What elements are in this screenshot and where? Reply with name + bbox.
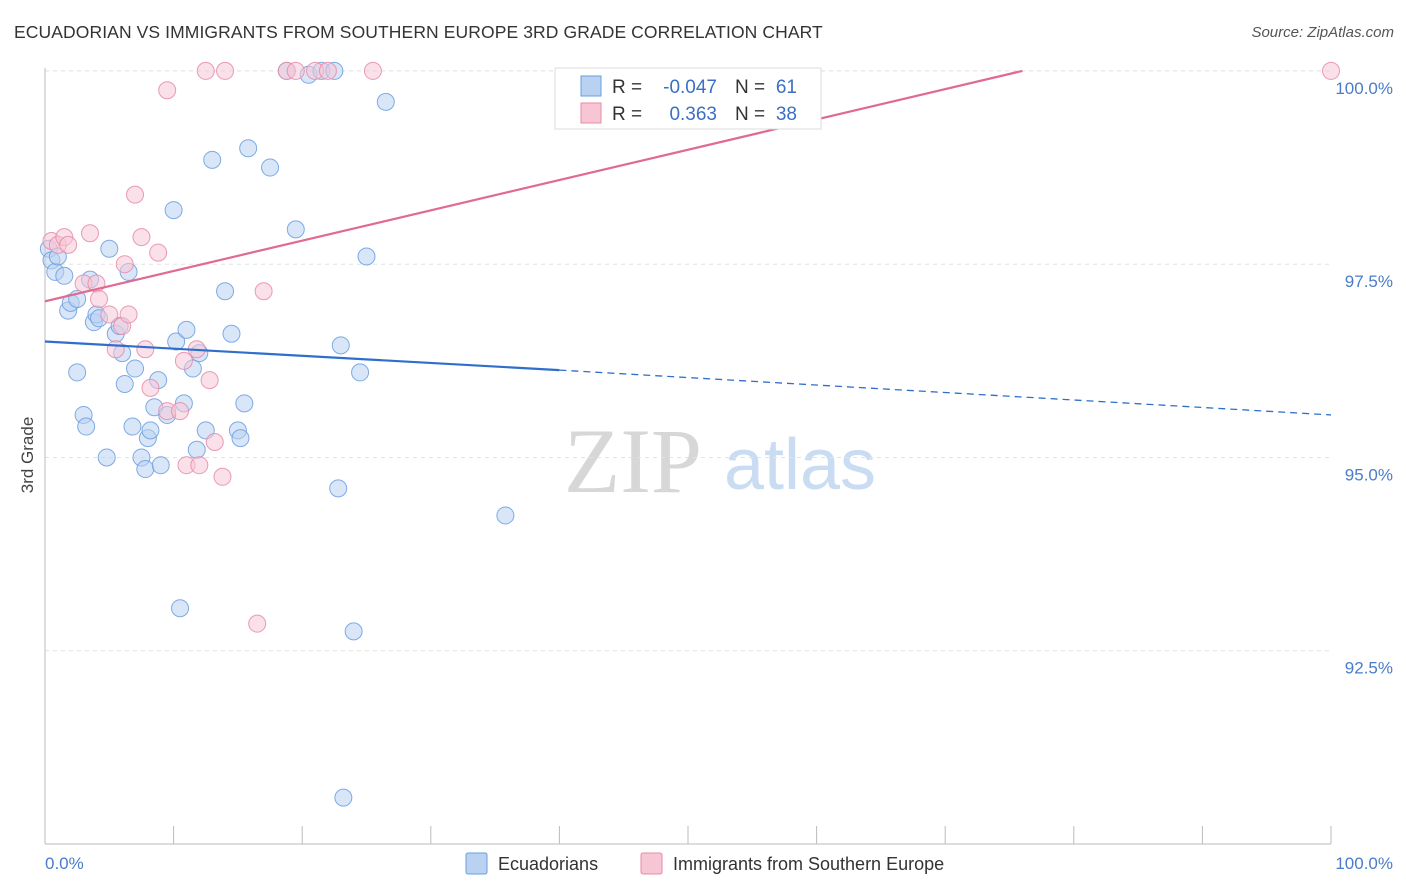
ecuadorians-point-41 — [203, 150, 222, 169]
stats-n-label-1: N = — [735, 104, 765, 125]
stats-n-label-0: N = — [735, 77, 765, 98]
ecuadorians-point-23 — [123, 417, 142, 436]
ecuadorians-point-25 — [136, 460, 155, 479]
southern-europe-point-19 — [158, 81, 177, 100]
southern-europe-point-37 — [1322, 61, 1340, 80]
ecuadorians-point-33 — [167, 332, 186, 351]
ecuadorians-point-48 — [261, 158, 280, 177]
southern-europe-point-13 — [126, 185, 145, 204]
southern-europe-point-15 — [136, 340, 155, 359]
ecuadorians-point-55 — [331, 336, 350, 355]
southern-europe-point-9 — [106, 340, 125, 359]
southern-europe-point-5 — [81, 224, 100, 243]
stats-n-value-1: 38 — [776, 104, 797, 125]
ecuadorians-point-47 — [239, 139, 258, 158]
southern-europe-point-31 — [254, 282, 273, 301]
southern-europe-point-26 — [200, 371, 219, 390]
stats-box: R = -0.047 N = 61 R = 0.363 N = 38 — [554, 67, 822, 130]
x-tick-label-min: 0.0% — [45, 854, 84, 873]
ecuadorians-point-38 — [187, 440, 206, 459]
ecuadorians-point-21 — [77, 417, 96, 436]
stats-n-value-0: 61 — [776, 77, 797, 98]
southern-europe-point-33 — [286, 61, 305, 80]
trend-lines — [44, 69, 1332, 416]
ecuadorians-point-16 — [115, 375, 134, 394]
legend-swatch-ecuadorians — [465, 852, 488, 875]
ecuadorians-point-32 — [164, 201, 183, 220]
ecuadorians-point-34 — [171, 599, 190, 618]
southern-europe-trend — [44, 69, 1023, 303]
southern-europe-point-25 — [196, 61, 215, 80]
ecuadorians-trend-dashed — [559, 369, 1332, 416]
ecuadorians-point-50 — [286, 220, 305, 239]
ecuadorians-point-45 — [231, 429, 250, 448]
chart-title: ECUADORIAN VS IMMIGRANTS FROM SOUTHERN E… — [14, 22, 823, 42]
stats-r-label-1: R = — [612, 104, 642, 125]
ecuadorians-point-42 — [216, 282, 235, 301]
southern-europe-point-24 — [190, 456, 209, 475]
southern-europe-point-7 — [90, 289, 109, 308]
stats-r-label-0: R = — [612, 77, 642, 98]
legend-swatch-southern-europe — [640, 852, 663, 875]
y-tick-label-2: 95.0% — [1345, 465, 1393, 484]
legend-label-southern-europe: Immigrants from Southern Europe — [673, 854, 944, 874]
x-axis-ticks — [44, 826, 1332, 844]
y-axis-label: 3rd Grade — [18, 417, 37, 494]
ecuadorians-point-12 — [100, 239, 119, 258]
southern-europe-point-36 — [363, 61, 382, 80]
stats-swatch-ecuadorians — [580, 75, 602, 97]
ecuadorians-point-36 — [177, 320, 196, 339]
ecuadorians-point-54 — [329, 479, 348, 498]
ecuadorians-point-60 — [376, 92, 395, 111]
ecuadorians-point-27 — [141, 421, 160, 440]
ecuadorians-trend-solid — [44, 340, 560, 372]
ecuadorians-point-22 — [97, 448, 116, 467]
ecuadorians-point-59 — [357, 247, 376, 266]
legend: Ecuadorians Immigrants from Southern Eur… — [465, 852, 944, 875]
ecuadorians-point-61 — [496, 506, 515, 525]
ecuadorians-point-19 — [68, 363, 87, 382]
watermark-atlas: atlas — [724, 425, 876, 505]
ecuadorians-point-46 — [235, 394, 254, 413]
southern-europe-point-21 — [174, 351, 193, 370]
gridlines — [45, 70, 1331, 652]
ecuadorians-point-56 — [334, 788, 353, 807]
ecuadorians-point-4 — [55, 266, 74, 285]
southern-europe-point-8 — [100, 305, 119, 324]
southern-europe-point-35 — [318, 61, 337, 80]
southern-europe-point-12 — [119, 305, 138, 324]
legend-label-ecuadorians: Ecuadorians — [498, 854, 598, 874]
southern-europe-point-27 — [205, 433, 224, 451]
y-axis-tick-labels: 100.0% 97.5% 95.0% 92.5% — [1335, 79, 1393, 678]
stats-swatch-southern-europe — [580, 102, 602, 124]
southern-europe-point-28 — [213, 467, 232, 486]
ecuadorians-point-30 — [151, 456, 170, 475]
ecuadorians-point-57 — [344, 622, 363, 641]
stats-r-value-0: -0.047 — [663, 77, 717, 98]
stats-r-value-1: 0.363 — [669, 104, 717, 125]
ecuadorians-point-18 — [126, 359, 145, 378]
y-tick-label-3: 92.5% — [1345, 659, 1393, 678]
southern-europe-point-29 — [216, 61, 235, 80]
x-tick-label-max: 100.0% — [1335, 854, 1393, 873]
ecuadorians-points — [39, 61, 515, 807]
chart-source: Source: ZipAtlas.com — [1251, 24, 1394, 41]
southern-europe-point-30 — [248, 614, 267, 633]
southern-europe-point-17 — [149, 243, 168, 262]
southern-europe-point-16 — [141, 378, 160, 397]
southern-europe-point-20 — [171, 402, 190, 421]
ecuadorians-point-43 — [222, 324, 241, 343]
southern-europe-point-11 — [115, 255, 134, 274]
y-tick-label-0: 100.0% — [1335, 79, 1393, 98]
southern-europe-point-14 — [132, 228, 151, 247]
y-tick-label-1: 97.5% — [1345, 272, 1393, 291]
ecuadorians-point-58 — [351, 363, 370, 382]
southern-europe-point-3 — [59, 235, 78, 254]
watermark-zip: ZIP — [564, 410, 702, 512]
